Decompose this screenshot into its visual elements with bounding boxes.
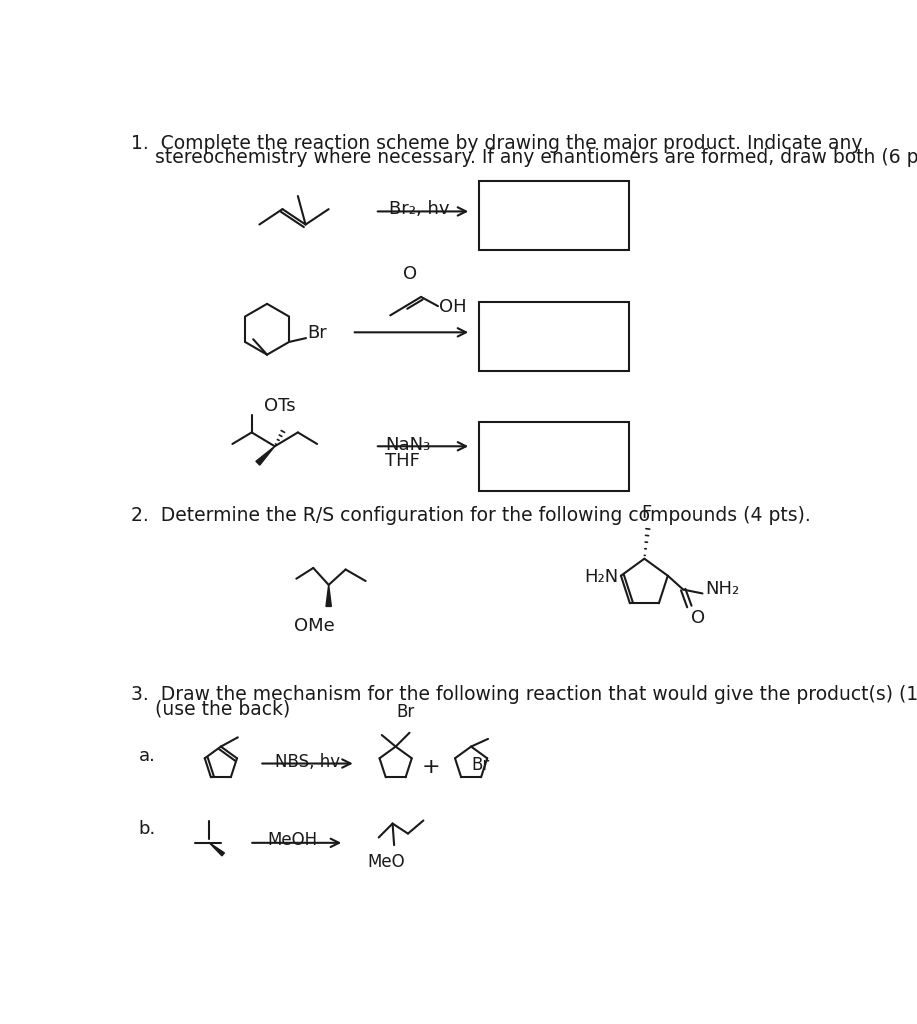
Bar [479, 422, 629, 490]
Text: +: + [422, 758, 440, 777]
Text: Br₂, hv: Br₂, hv [389, 200, 449, 218]
Text: MeOH: MeOH [267, 831, 317, 849]
Text: Br: Br [307, 324, 327, 342]
Text: OMe: OMe [294, 617, 336, 635]
Text: 2.  Determine the R/S configuration for the following compounds (4 pts).: 2. Determine the R/S configuration for t… [131, 506, 811, 524]
Text: Br: Br [396, 703, 414, 721]
Text: 1.  Complete the reaction scheme by drawing the major product. Indicate any: 1. Complete the reaction scheme by drawi… [131, 134, 862, 153]
Text: b.: b. [138, 820, 156, 838]
Bar [479, 180, 629, 250]
Text: THF: THF [385, 453, 420, 470]
Text: NaN₃: NaN₃ [385, 435, 430, 454]
Text: H₂N: H₂N [584, 568, 618, 587]
Bar [479, 301, 629, 371]
Text: F: F [641, 504, 651, 522]
Text: O: O [691, 609, 705, 627]
Polygon shape [209, 843, 225, 856]
Text: NBS, hv: NBS, hv [275, 753, 340, 771]
Text: O: O [403, 265, 417, 283]
Polygon shape [256, 446, 275, 465]
Text: a.: a. [138, 746, 155, 765]
Text: MeO: MeO [368, 853, 405, 870]
Polygon shape [326, 585, 331, 606]
Text: OH: OH [438, 298, 467, 316]
Text: NH₂: NH₂ [705, 580, 739, 598]
Text: 3.  Draw the mechanism for the following reaction that would give the product(s): 3. Draw the mechanism for the following … [131, 685, 917, 703]
Text: OTs: OTs [264, 397, 296, 416]
Text: Br: Br [471, 756, 490, 774]
Text: (use the back): (use the back) [131, 699, 290, 719]
Text: stereochemistry where necessary. If any enantiomers are formed, draw both (6 pts: stereochemistry where necessary. If any … [131, 148, 917, 167]
